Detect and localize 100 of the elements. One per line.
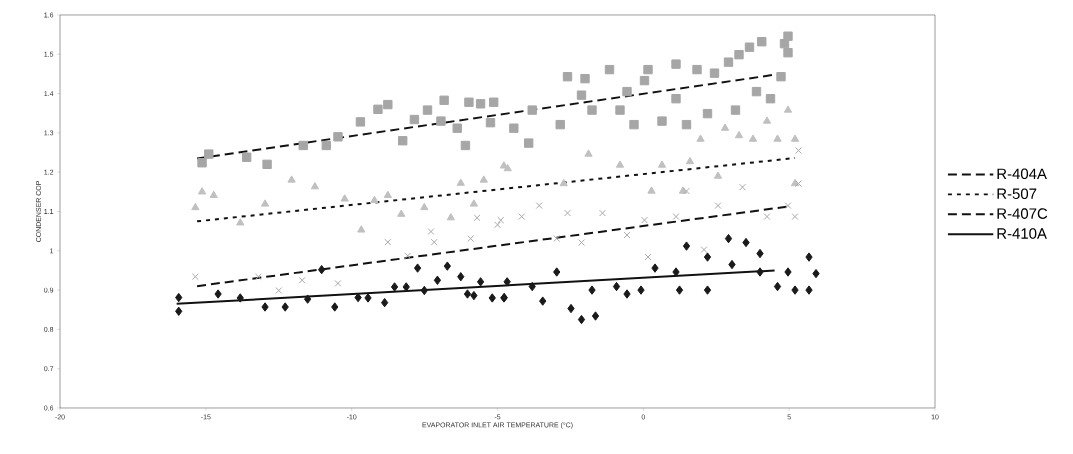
point xyxy=(791,285,799,295)
legend-label: R-407C xyxy=(997,208,1048,219)
point xyxy=(751,86,762,97)
point xyxy=(524,138,534,148)
point xyxy=(494,221,501,229)
point xyxy=(784,267,792,277)
point xyxy=(427,228,435,235)
point xyxy=(685,156,695,165)
point xyxy=(430,238,438,246)
point xyxy=(588,285,596,295)
point xyxy=(790,134,800,142)
point xyxy=(739,183,746,191)
point xyxy=(709,68,720,78)
point xyxy=(333,132,343,142)
point xyxy=(321,140,331,151)
point xyxy=(509,123,519,133)
point xyxy=(236,218,245,226)
point xyxy=(275,287,283,294)
point xyxy=(599,209,606,217)
point xyxy=(629,119,639,130)
point xyxy=(467,235,475,243)
point xyxy=(409,114,420,125)
point xyxy=(381,297,389,308)
point xyxy=(580,73,590,84)
point xyxy=(209,190,218,198)
point xyxy=(672,267,680,277)
point xyxy=(564,209,571,217)
point xyxy=(728,259,736,270)
point xyxy=(734,130,744,139)
point xyxy=(615,105,625,115)
point xyxy=(384,238,392,246)
point xyxy=(535,202,543,210)
point xyxy=(254,273,262,281)
point xyxy=(671,59,681,69)
point xyxy=(675,285,684,295)
point xyxy=(402,282,410,292)
point xyxy=(298,140,308,151)
point xyxy=(197,158,207,168)
point xyxy=(436,116,446,126)
point xyxy=(657,116,667,126)
point xyxy=(720,123,730,131)
point xyxy=(334,279,342,287)
point xyxy=(475,99,486,109)
point xyxy=(204,149,214,159)
legend-label: R-507 xyxy=(997,188,1037,199)
point xyxy=(439,95,449,105)
legend-label: R-410A xyxy=(997,228,1047,239)
point xyxy=(503,277,511,287)
point xyxy=(622,86,632,97)
point xyxy=(383,99,393,110)
point xyxy=(567,303,575,314)
point xyxy=(497,216,505,224)
point xyxy=(763,213,771,221)
point xyxy=(791,213,799,221)
point xyxy=(488,293,496,303)
point xyxy=(357,225,366,233)
point xyxy=(757,37,767,47)
point xyxy=(383,190,392,198)
point xyxy=(784,202,792,210)
point xyxy=(703,252,712,262)
point xyxy=(657,160,667,168)
point xyxy=(310,182,320,190)
point xyxy=(175,292,183,303)
point xyxy=(623,289,631,299)
point xyxy=(742,237,750,248)
point xyxy=(765,94,776,104)
point xyxy=(696,134,705,142)
point xyxy=(331,302,339,312)
point xyxy=(485,117,496,128)
point xyxy=(756,248,764,259)
point xyxy=(261,302,269,312)
point xyxy=(469,199,479,207)
point xyxy=(643,64,653,75)
point xyxy=(370,195,379,204)
point xyxy=(805,252,813,262)
point xyxy=(318,264,326,275)
point xyxy=(262,159,272,170)
point xyxy=(398,136,408,146)
point xyxy=(587,105,597,115)
point xyxy=(420,285,428,296)
point xyxy=(615,160,625,168)
point xyxy=(773,281,782,292)
point xyxy=(714,202,722,210)
point xyxy=(703,285,712,295)
point xyxy=(413,263,422,273)
point xyxy=(456,178,465,186)
point xyxy=(795,180,802,188)
point xyxy=(422,105,433,115)
point xyxy=(692,64,702,75)
point xyxy=(236,293,244,303)
point xyxy=(776,72,786,82)
point xyxy=(518,213,526,221)
point xyxy=(464,97,474,107)
point xyxy=(672,213,680,221)
point xyxy=(713,171,723,179)
point xyxy=(730,105,741,115)
point xyxy=(473,214,481,222)
point xyxy=(805,285,813,295)
point xyxy=(700,246,708,254)
point xyxy=(773,134,782,142)
